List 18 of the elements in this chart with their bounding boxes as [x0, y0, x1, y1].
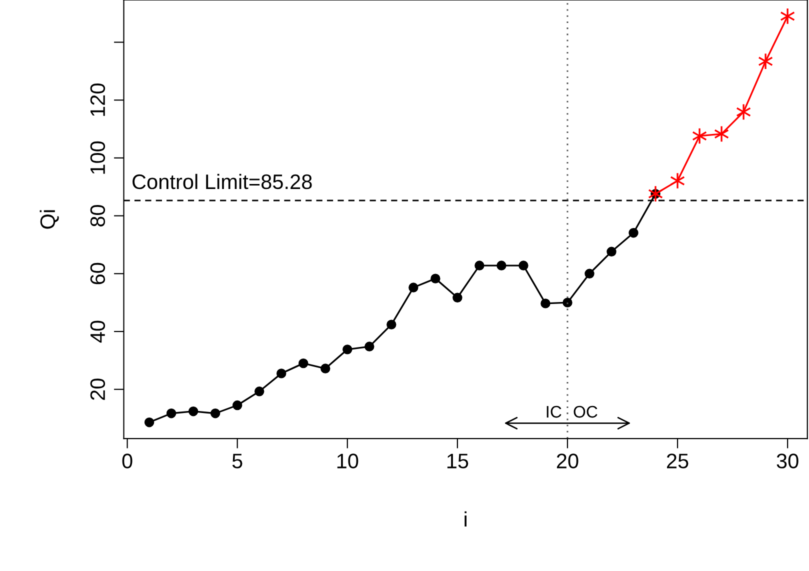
- y-axis-title: Qi: [40, 210, 59, 229]
- x-tick-label: 20: [556, 454, 578, 468]
- x-tick-label: 30: [776, 454, 798, 468]
- y-tick-label: 120: [90, 84, 106, 116]
- x-tick-label: 5: [232, 454, 242, 468]
- y-tick-label: 40: [90, 320, 106, 343]
- y-tick-label: 100: [90, 141, 106, 174]
- y-tick-label: 20: [90, 378, 106, 400]
- annotation: OC: [574, 406, 598, 418]
- x-tick-label: 0: [122, 454, 132, 468]
- y-tick-label: 80: [90, 205, 106, 226]
- annotation: IC: [546, 406, 562, 418]
- y-tick-label: 60: [90, 262, 106, 284]
- x-tick-label: 10: [337, 454, 358, 468]
- ref-line-label: Control Limit=85.28: [132, 174, 312, 190]
- x-axis-title: i: [464, 511, 466, 527]
- x-tick-label: 15: [447, 454, 468, 468]
- x-tick-label: 25: [666, 454, 688, 468]
